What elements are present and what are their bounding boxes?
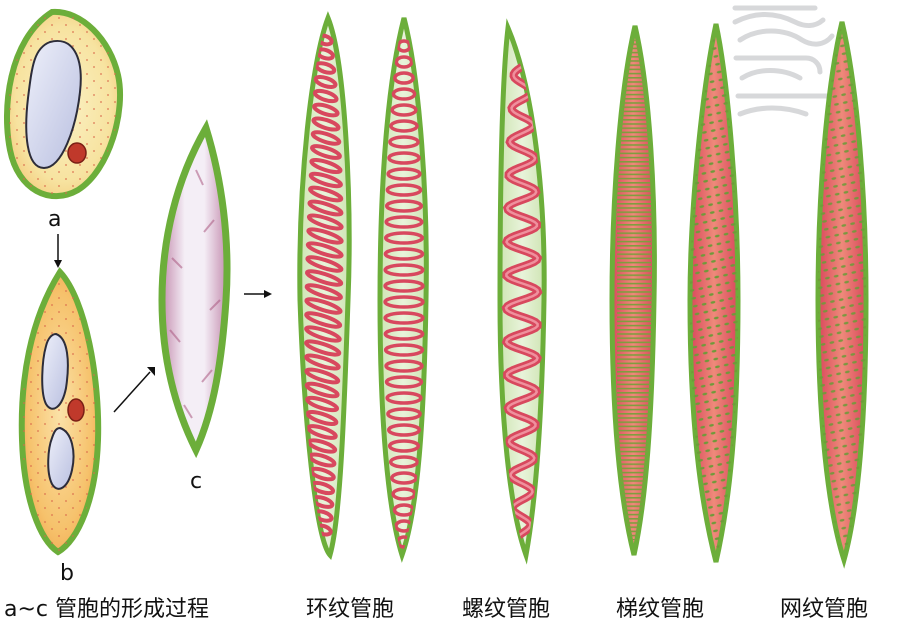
stage-b-label: b	[60, 561, 74, 586]
ring-thickening	[304, 339, 342, 357]
arrow-a-to-b	[54, 234, 62, 268]
ring-thickening	[306, 424, 338, 440]
reticulate-tracheid	[815, 21, 869, 569]
stage-c-label: c	[190, 469, 202, 494]
ring-thickening	[310, 144, 342, 160]
ring-thickening	[306, 213, 344, 231]
ring-thickening	[384, 375, 424, 389]
ring-thickening	[304, 325, 342, 343]
ring-thickening	[304, 297, 343, 315]
caption-annular: 环纹管胞	[306, 597, 394, 622]
ring-thickening	[384, 199, 424, 213]
ring-thickening	[304, 381, 340, 399]
annular-tracheid-1	[297, 11, 352, 560]
ring-thickening	[383, 311, 425, 325]
caption-formation: a~c 管胞的形成过程	[4, 597, 209, 622]
ring-thickening	[304, 367, 341, 385]
ring-thickening	[314, 61, 337, 75]
ring-thickening	[305, 395, 340, 413]
ring-thickening	[304, 269, 344, 287]
ring-thickening	[384, 215, 424, 229]
ring-thickening	[305, 241, 344, 259]
ring-thickening	[306, 438, 338, 454]
ring-thickening	[383, 295, 425, 309]
ring-thickening	[388, 135, 420, 149]
ring-thickening	[394, 55, 414, 69]
ring-thickening	[304, 353, 341, 371]
ring-thickening	[309, 157, 343, 175]
ring-thickening	[308, 185, 344, 203]
ring-thickening	[386, 407, 422, 421]
ring-thickening	[387, 439, 421, 453]
arrow-c-to-tracheids	[244, 290, 272, 298]
annular-tracheid-2	[377, 17, 429, 563]
ring-thickening	[386, 423, 422, 437]
ring-thickening	[390, 103, 418, 117]
ring-thickening	[383, 263, 425, 277]
ring-thickening	[304, 311, 343, 329]
nucleus-b	[67, 398, 85, 422]
ring-thickening	[391, 487, 417, 501]
ring-thickening	[312, 88, 339, 104]
scalariform-tracheid-1	[609, 25, 657, 556]
ring-thickening	[393, 71, 415, 85]
ring-thickening	[383, 279, 425, 293]
ring-thickening	[390, 471, 418, 485]
stage-b-cell	[18, 267, 102, 556]
ring-thickening	[307, 199, 344, 217]
caption-spiral: 螺纹管胞	[462, 597, 550, 622]
ring-thickening	[383, 343, 425, 357]
ring-thickening	[385, 183, 423, 197]
ring-thickening	[312, 102, 340, 118]
caption-reticulate: 网纹管胞	[780, 597, 868, 622]
stage-c-cell	[158, 119, 231, 459]
arrow-b-to-c	[113, 367, 155, 413]
stage-a-label: a	[48, 207, 61, 232]
ring-thickening	[383, 231, 425, 245]
ring-thickening	[383, 327, 425, 341]
ring-thickening	[311, 116, 341, 132]
ring-thickening	[306, 227, 344, 245]
ring-thickening	[305, 409, 339, 427]
ring-thickening	[386, 167, 422, 181]
stage-a-cell	[3, 8, 124, 200]
nucleus-a	[67, 142, 87, 164]
ring-thickening	[389, 119, 419, 133]
ring-thickening	[308, 171, 343, 189]
ring-thickening	[384, 359, 424, 373]
scalariform-tracheid-2	[687, 23, 741, 563]
ring-thickening	[387, 151, 421, 165]
ring-thickening	[304, 283, 343, 301]
ring-thickening	[310, 130, 342, 146]
ring-thickening	[383, 247, 425, 261]
ring-thickening	[313, 75, 338, 89]
ring-thickening	[385, 391, 423, 405]
ring-thickening	[388, 455, 420, 469]
ring-thickening	[391, 87, 417, 101]
cloud-scroll-watermark-icon	[732, 5, 835, 117]
caption-scalariform: 梯纹管胞	[616, 597, 704, 622]
spiral-tracheid	[497, 18, 547, 565]
ring-thickening	[305, 255, 344, 273]
